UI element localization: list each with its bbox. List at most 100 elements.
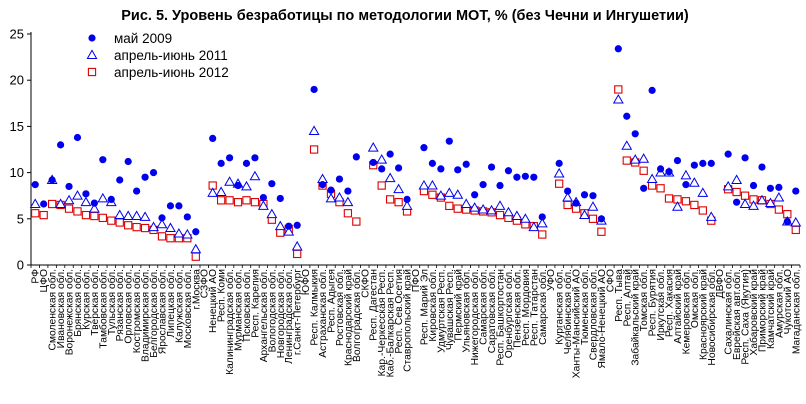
point-apr-jun-2011 <box>435 190 447 200</box>
point-may-2009 <box>673 156 682 165</box>
point-may-2009 <box>648 86 656 94</box>
x-tick-label: г.Санкт-Петербург <box>292 269 304 355</box>
x-tick-label: Респ. Карелия <box>250 269 261 338</box>
point-may-2009 <box>572 199 580 207</box>
x-tick-label: Респ. Бурятия <box>648 269 659 336</box>
point-apr-jun-2012 <box>377 181 386 190</box>
point-may-2009 <box>369 158 377 167</box>
x-tick-label: Пензенская обл. <box>511 269 523 348</box>
point-apr-jun-2011 <box>393 183 405 194</box>
x-tick-label: Самарская обл. <box>537 269 549 345</box>
x-tick-label: ЮФО <box>301 269 312 295</box>
point-may-2009 <box>293 221 301 229</box>
point-may-2009 <box>217 159 225 167</box>
point-apr-jun-2012 <box>132 222 141 232</box>
point-apr-jun-2012 <box>225 196 234 205</box>
x-tick-label: Белгородская обл. <box>148 269 160 358</box>
point-may-2009 <box>352 153 360 161</box>
x-tick-label: Томская обл. <box>638 269 650 331</box>
point-apr-jun-2011 <box>224 176 236 186</box>
x-tick-label: Тверская обл. <box>89 269 101 336</box>
point-apr-jun-2011 <box>748 200 759 210</box>
point-apr-jun-2011 <box>528 221 540 232</box>
x-tick-label: Ярославская обл. <box>156 269 168 354</box>
point-may-2009 <box>437 165 445 173</box>
point-may-2009 <box>327 186 335 194</box>
point-apr-jun-2011 <box>376 154 388 164</box>
point-apr-jun-2011 <box>486 204 498 215</box>
x-tick-label: РФ <box>31 269 42 284</box>
legend-marker-apr-jun-2012 <box>87 67 97 77</box>
x-tick-label: Респ. Саха (Якутия) <box>741 269 752 365</box>
point-may-2009 <box>378 165 386 173</box>
point-may-2009 <box>580 191 589 199</box>
point-apr-jun-2012 <box>73 207 82 216</box>
point-apr-jun-2011 <box>241 180 252 191</box>
point-may-2009 <box>665 168 673 176</box>
point-may-2009 <box>56 141 65 149</box>
point-may-2009 <box>555 159 563 167</box>
point-apr-jun-2012 <box>555 179 564 188</box>
plot-area <box>29 45 802 261</box>
x-tick-label: Владимирская обл. <box>140 269 152 362</box>
point-apr-jun-2011 <box>148 221 159 232</box>
point-apr-jun-2011 <box>97 192 109 203</box>
x-tick-label: Мурманская обл. <box>233 269 245 351</box>
point-apr-jun-2011 <box>773 191 785 202</box>
point-may-2009 <box>597 215 606 223</box>
point-may-2009 <box>149 169 158 177</box>
x-tick-label: Ивановская обл. <box>55 269 67 348</box>
x-tick-label: Чувашская Респ. <box>445 269 456 350</box>
point-apr-jun-2011 <box>705 211 717 221</box>
y-tick-label: 20 <box>10 73 24 88</box>
point-may-2009 <box>310 85 318 94</box>
x-tick-label: Ростовская обл. <box>334 269 346 346</box>
y-tick-label: 0 <box>17 258 24 273</box>
point-apr-jun-2011 <box>536 217 548 228</box>
point-apr-jun-2012 <box>157 232 167 241</box>
x-tick-label: Кар.-Черкесская Респ. <box>377 269 388 376</box>
point-apr-jun-2011 <box>511 210 523 220</box>
x-tick-label: Респ. Хакасия <box>665 269 676 337</box>
x-tick-label: Магаданская обл. <box>790 269 802 354</box>
point-apr-jun-2011 <box>426 179 438 190</box>
x-tick-label: Респ. Коми <box>217 269 228 322</box>
x-tick-label: ЦФО <box>39 269 50 292</box>
x-tick-label: Респ. Марий Эл <box>419 269 430 345</box>
point-apr-jun-2012 <box>140 223 150 233</box>
point-may-2009 <box>428 159 437 167</box>
point-may-2009 <box>564 187 572 195</box>
point-apr-jun-2011 <box>638 153 650 163</box>
point-may-2009 <box>521 172 529 180</box>
point-may-2009 <box>73 133 82 142</box>
x-tick-label: Смоленская обл. <box>47 269 59 351</box>
x-tick-label: Ленинградская обл. <box>283 269 295 364</box>
point-may-2009 <box>656 165 665 173</box>
x-tick-label: Респ. Татарстан <box>529 269 540 346</box>
x-tick-label: Респ. Башкортостан <box>496 269 507 366</box>
x-tick-label: Алтайский край <box>673 269 684 344</box>
point-apr-jun-2011 <box>612 93 624 104</box>
point-apr-jun-2011 <box>384 172 396 183</box>
point-may-2009 <box>741 154 749 162</box>
x-tick-label: Саратовская обл. <box>486 269 498 353</box>
x-tick-label: Астраханская обл. <box>317 269 329 358</box>
point-apr-jun-2011 <box>646 173 658 184</box>
point-apr-jun-2011 <box>29 198 41 208</box>
legend-box <box>80 27 265 83</box>
point-apr-jun-2012 <box>681 197 691 206</box>
legend: май 2009 апрель-июнь 2011 апрель-июнь 20… <box>80 27 265 83</box>
point-apr-jun-2011 <box>88 203 100 213</box>
point-apr-jun-2012 <box>588 214 598 223</box>
x-tick-label: Хабаровский край <box>748 269 760 356</box>
point-apr-jun-2011 <box>587 201 599 211</box>
point-apr-jun-2011 <box>207 187 219 197</box>
point-may-2009 <box>175 202 183 210</box>
point-apr-jun-2011 <box>477 203 489 214</box>
point-apr-jun-2011 <box>63 194 75 205</box>
x-tick-label: Рязанская обл. <box>114 269 126 341</box>
legend-marker-apr-jun-2011 <box>86 49 98 59</box>
x-tick-label: ДВФО <box>715 269 726 298</box>
x-tick-label: Чукотский АО <box>783 269 794 334</box>
